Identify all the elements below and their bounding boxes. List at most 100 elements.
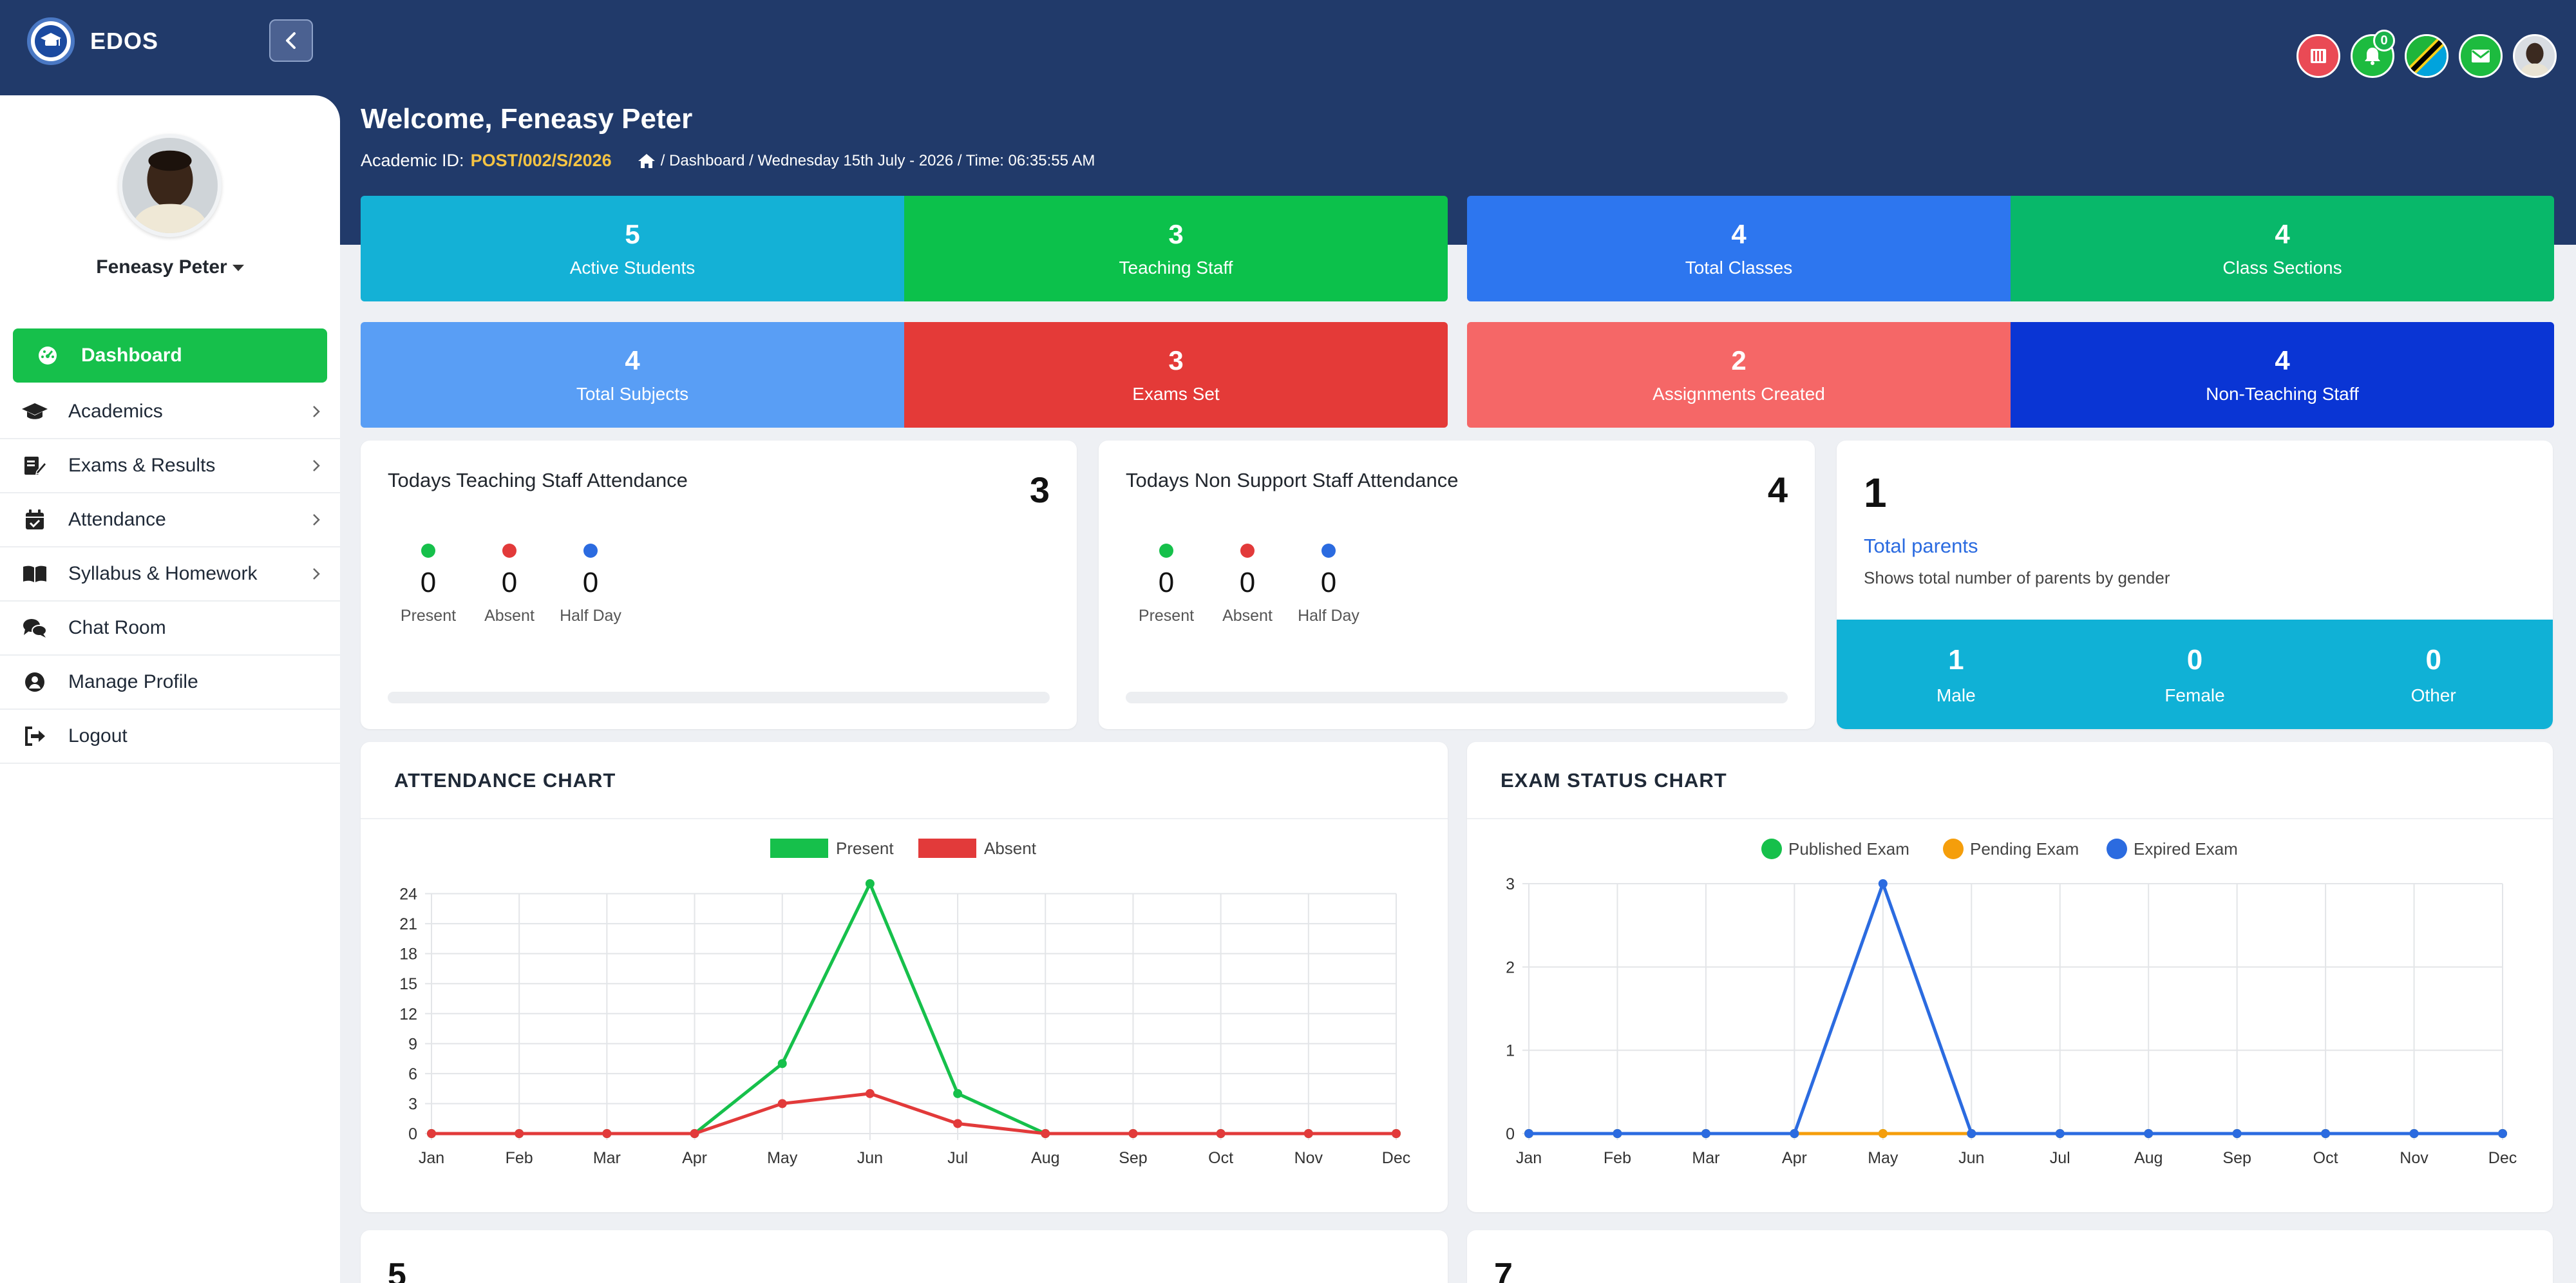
stat-value: 1 [1948,644,1964,676]
stat-teaching-staff[interactable]: 3 Teaching Staff [904,196,1448,301]
dashboard-icon [32,343,63,368]
user-circle-icon [19,669,50,695]
stat-non-teaching-staff[interactable]: 4 Non-Teaching Staff [2011,322,2554,428]
sidebar-item-label: Chat Room [68,617,166,638]
sidebar-collapse-button[interactable] [269,19,313,62]
present-dot-icon [1159,544,1173,558]
sidebar-item-exams-results[interactable]: Exams & Results [0,439,340,493]
absent-stat: 0 Absent [1207,544,1288,625]
profile-name-dropdown[interactable]: Feneasy Peter [0,256,340,278]
x-tick-label: Jun [857,1149,883,1167]
sidebar-item-attendance[interactable]: Attendance [0,493,340,547]
data-point [1216,1129,1226,1138]
legend-swatch [918,839,976,858]
chevron-right-icon [313,514,320,526]
y-tick-label: 6 [408,1065,417,1083]
parents-title-link[interactable]: Total parents [1864,535,1978,557]
stat-label: Female [2164,685,2225,705]
x-tick-label: Jul [2050,1149,2070,1167]
home-icon[interactable] [638,153,656,169]
academic-id-label: Academic ID: [361,151,464,170]
x-tick-label: Jun [1958,1149,1984,1167]
stat-label: Present [1138,607,1195,625]
stat-exams-set[interactable]: 3 Exams Set [904,322,1448,428]
stat-label: Total Subjects [576,384,689,404]
present-stat: 0 Present [1126,544,1207,625]
stat-assignments-created[interactable]: 2 Assignments Created [1467,322,2011,428]
data-point [2498,1129,2507,1138]
data-point [1790,1129,1799,1138]
stat-value: 4 [1731,219,1747,249]
stat-total-classes[interactable]: 4 Total Classes [1467,196,2011,301]
stat-label: Half Day [560,607,621,625]
avatar[interactable] [118,134,222,237]
page-title: Welcome, Feneasy Peter [361,103,693,135]
y-tick-label: 21 [399,915,417,933]
library-icon[interactable] [2297,34,2340,78]
y-tick-label: 9 [408,1035,417,1053]
legend-swatch [1943,839,1964,859]
stat-value: 3 [1168,345,1184,375]
x-tick-label: Feb [506,1149,533,1167]
y-tick-label: 3 [1506,875,1515,893]
user-avatar[interactable] [2513,34,2557,78]
half-day-stat: 0 Half Day [550,544,631,625]
y-tick-label: 18 [399,946,417,964]
sidebar-item-syllabus-homework[interactable]: Syllabus & Homework [0,547,340,602]
divider [361,818,1448,819]
x-tick-label: Jul [947,1149,968,1167]
series-line [1529,882,2503,1136]
logout-icon [19,723,50,749]
series-line [431,882,1396,1136]
stat-label: Non-Teaching Staff [2206,384,2359,404]
stat-label: Active Students [569,258,696,278]
data-point [777,1059,787,1069]
chevron-left-icon [286,32,296,49]
stat-active-students[interactable]: 5 Active Students [361,196,904,301]
sidebar-item-label: Exams & Results [68,455,216,476]
academic-info: Academic ID: POST/002/S/2026 / Dashboard… [361,151,1095,171]
divider [1467,818,2553,819]
stat-label: Exams Set [1132,384,1220,404]
top-icons: 0 [2297,30,2557,79]
teaching-attendance-card: Todays Teaching Staff Attendance 3 0 Pre… [361,441,1077,729]
data-point [515,1129,524,1138]
brand[interactable]: EDOS [27,15,158,67]
graduation-cap-icon [19,399,50,424]
sidebar-item-manage-profile[interactable]: Manage Profile [0,656,340,710]
stat-label: Class Sections [2222,258,2342,278]
exam-status-line-chart: 0 1 2 3 Jan Feb Mar Apr May Jun Jul Aug Sep Oct Nov Dec… [1506,839,2517,1167]
legend-label: Present [836,839,894,858]
parents-gender-band: 1 Male 0 Female 0 Other [1837,620,2553,729]
x-tick-label: Jan [419,1149,444,1167]
sidebar-item-academics[interactable]: Academics [0,385,340,439]
sidebar-item-logout[interactable]: Logout [0,710,340,764]
attendance-stats: 0 Present 0 Absent 0 Half Day [1126,544,1369,625]
flag-icon[interactable] [2405,34,2448,78]
bell-icon[interactable]: 0 [2351,30,2395,78]
legend-swatch [1761,839,1782,859]
support-attendance-card: Todays Non Support Staff Attendance 4 0 … [1099,441,1815,729]
data-point [2055,1129,2065,1138]
x-tick-label: Oct [1208,1149,1233,1167]
stat-total-subjects[interactable]: 4 Total Subjects [361,322,904,428]
sidebar-item-label: Attendance [68,509,166,530]
sidebar-item-chat-room[interactable]: Chat Room [0,602,340,656]
book-icon [19,561,50,587]
stat-value: 5 [625,219,640,249]
notification-count-badge: 0 [2373,30,2395,52]
mail-icon[interactable] [2459,34,2503,78]
data-point [427,1129,436,1138]
data-point [1128,1129,1138,1138]
sidebar-profile: Feneasy Peter [0,134,340,278]
exam-edit-icon [19,453,50,479]
stat-label: Total Classes [1685,258,1793,278]
stat-label: Teaching Staff [1119,258,1233,278]
stat-class-sections[interactable]: 4 Class Sections [2011,196,2554,301]
x-tick-label: Dec [2488,1149,2517,1167]
attendance-progress-bar [388,692,1050,703]
x-tick-label: Apr [682,1149,707,1167]
sidebar-item-label: Logout [68,725,128,746]
attendance-total: 4 [1767,470,1788,510]
sidebar-item-dashboard[interactable]: Dashboard [13,328,327,383]
